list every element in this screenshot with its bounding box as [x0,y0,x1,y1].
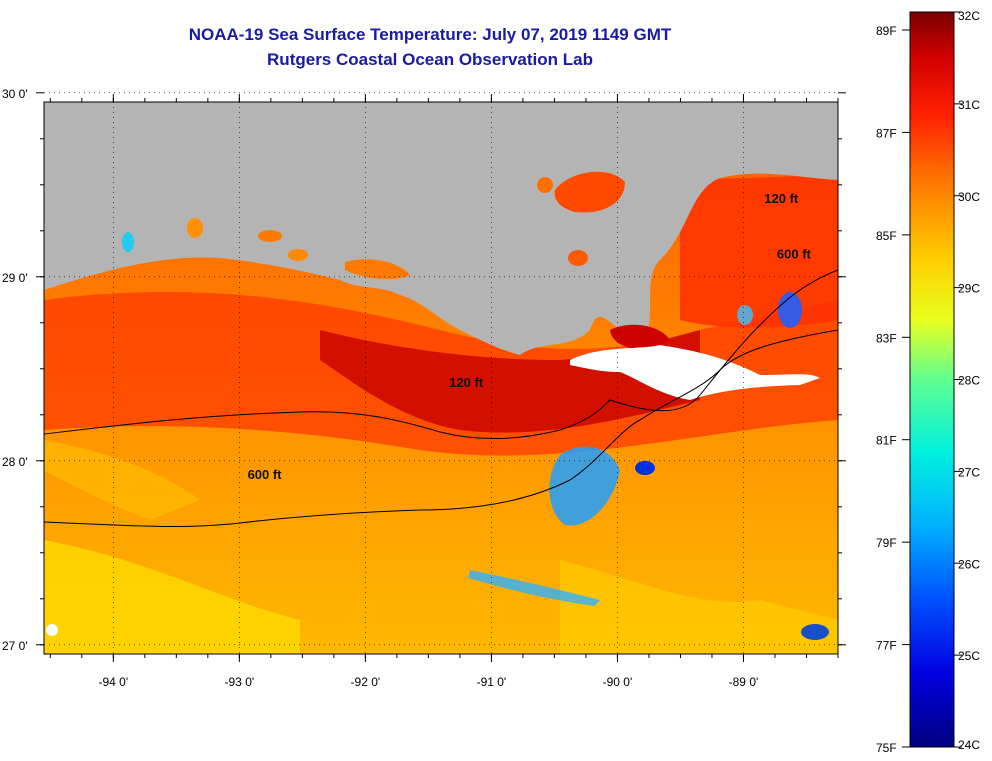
x-tick-label: -92 0' [351,675,381,689]
celsius-label: 26C [958,557,980,571]
contour-labels: 120 ft 600 ft 600 ft 120 ft [248,191,812,482]
celsius-label: 24C [958,738,980,752]
celsius-label: 28C [958,374,980,388]
axis-ticks: -94 0' -93 0' -92 0' -91 0' -90 0' -89 0' 30 0… [2,87,846,689]
cloud-mask [570,345,820,400]
contour-label: 600 ft [248,467,283,482]
fahrenheit-label: 79F [876,536,897,550]
fahrenheit-label: 75F [876,741,897,755]
y-tick-label: 27 0' [2,639,28,653]
celsius-label: 32C [958,9,980,23]
colorbar-labels: 32C 31C 30C 29C 28C 27C 26C 25C 24C 89F 87F 85F 83F 8… [876,9,980,755]
x-tick-label: -93 0' [225,675,255,689]
fahrenheit-label: 83F [876,331,897,345]
y-tick-label: 28 0' [2,455,28,469]
y-tick-label: 29 0' [2,271,28,285]
celsius-label: 29C [958,282,980,296]
map-raster [44,102,838,654]
contour-120ft [44,269,838,440]
contour-label: 120 ft [764,191,799,206]
celsius-label: 31C [958,98,980,112]
fahrenheit-label: 77F [876,639,897,653]
fahrenheit-label: 87F [876,126,897,140]
contour-label: 600 ft [777,246,812,261]
x-tick-label: -91 0' [477,675,507,689]
map-title: NOAA-19 Sea Surface Temperature: July 07… [188,25,672,44]
celsius-label: 27C [958,465,980,479]
depth-contours [44,269,838,528]
celsius-label: 30C [958,190,980,204]
land-mass [44,102,838,355]
fahrenheit-label: 81F [876,434,897,448]
contour-label: 120 ft [449,375,484,390]
lat-lon-grid [44,92,838,654]
y-tick-label: 30 0' [2,87,28,101]
map-subtitle: Rutgers Coastal Ocean Observation Lab [267,50,593,69]
x-tick-label: -90 0' [603,675,633,689]
fahrenheit-label: 85F [876,229,897,243]
fahrenheit-label: 89F [876,24,897,38]
map-frame [43,101,839,655]
celsius-label: 25C [958,649,980,663]
colorbar [909,11,955,748]
x-tick-label: -94 0' [98,675,128,689]
contour-600ft [44,329,838,528]
x-tick-label: -89 0' [729,675,759,689]
